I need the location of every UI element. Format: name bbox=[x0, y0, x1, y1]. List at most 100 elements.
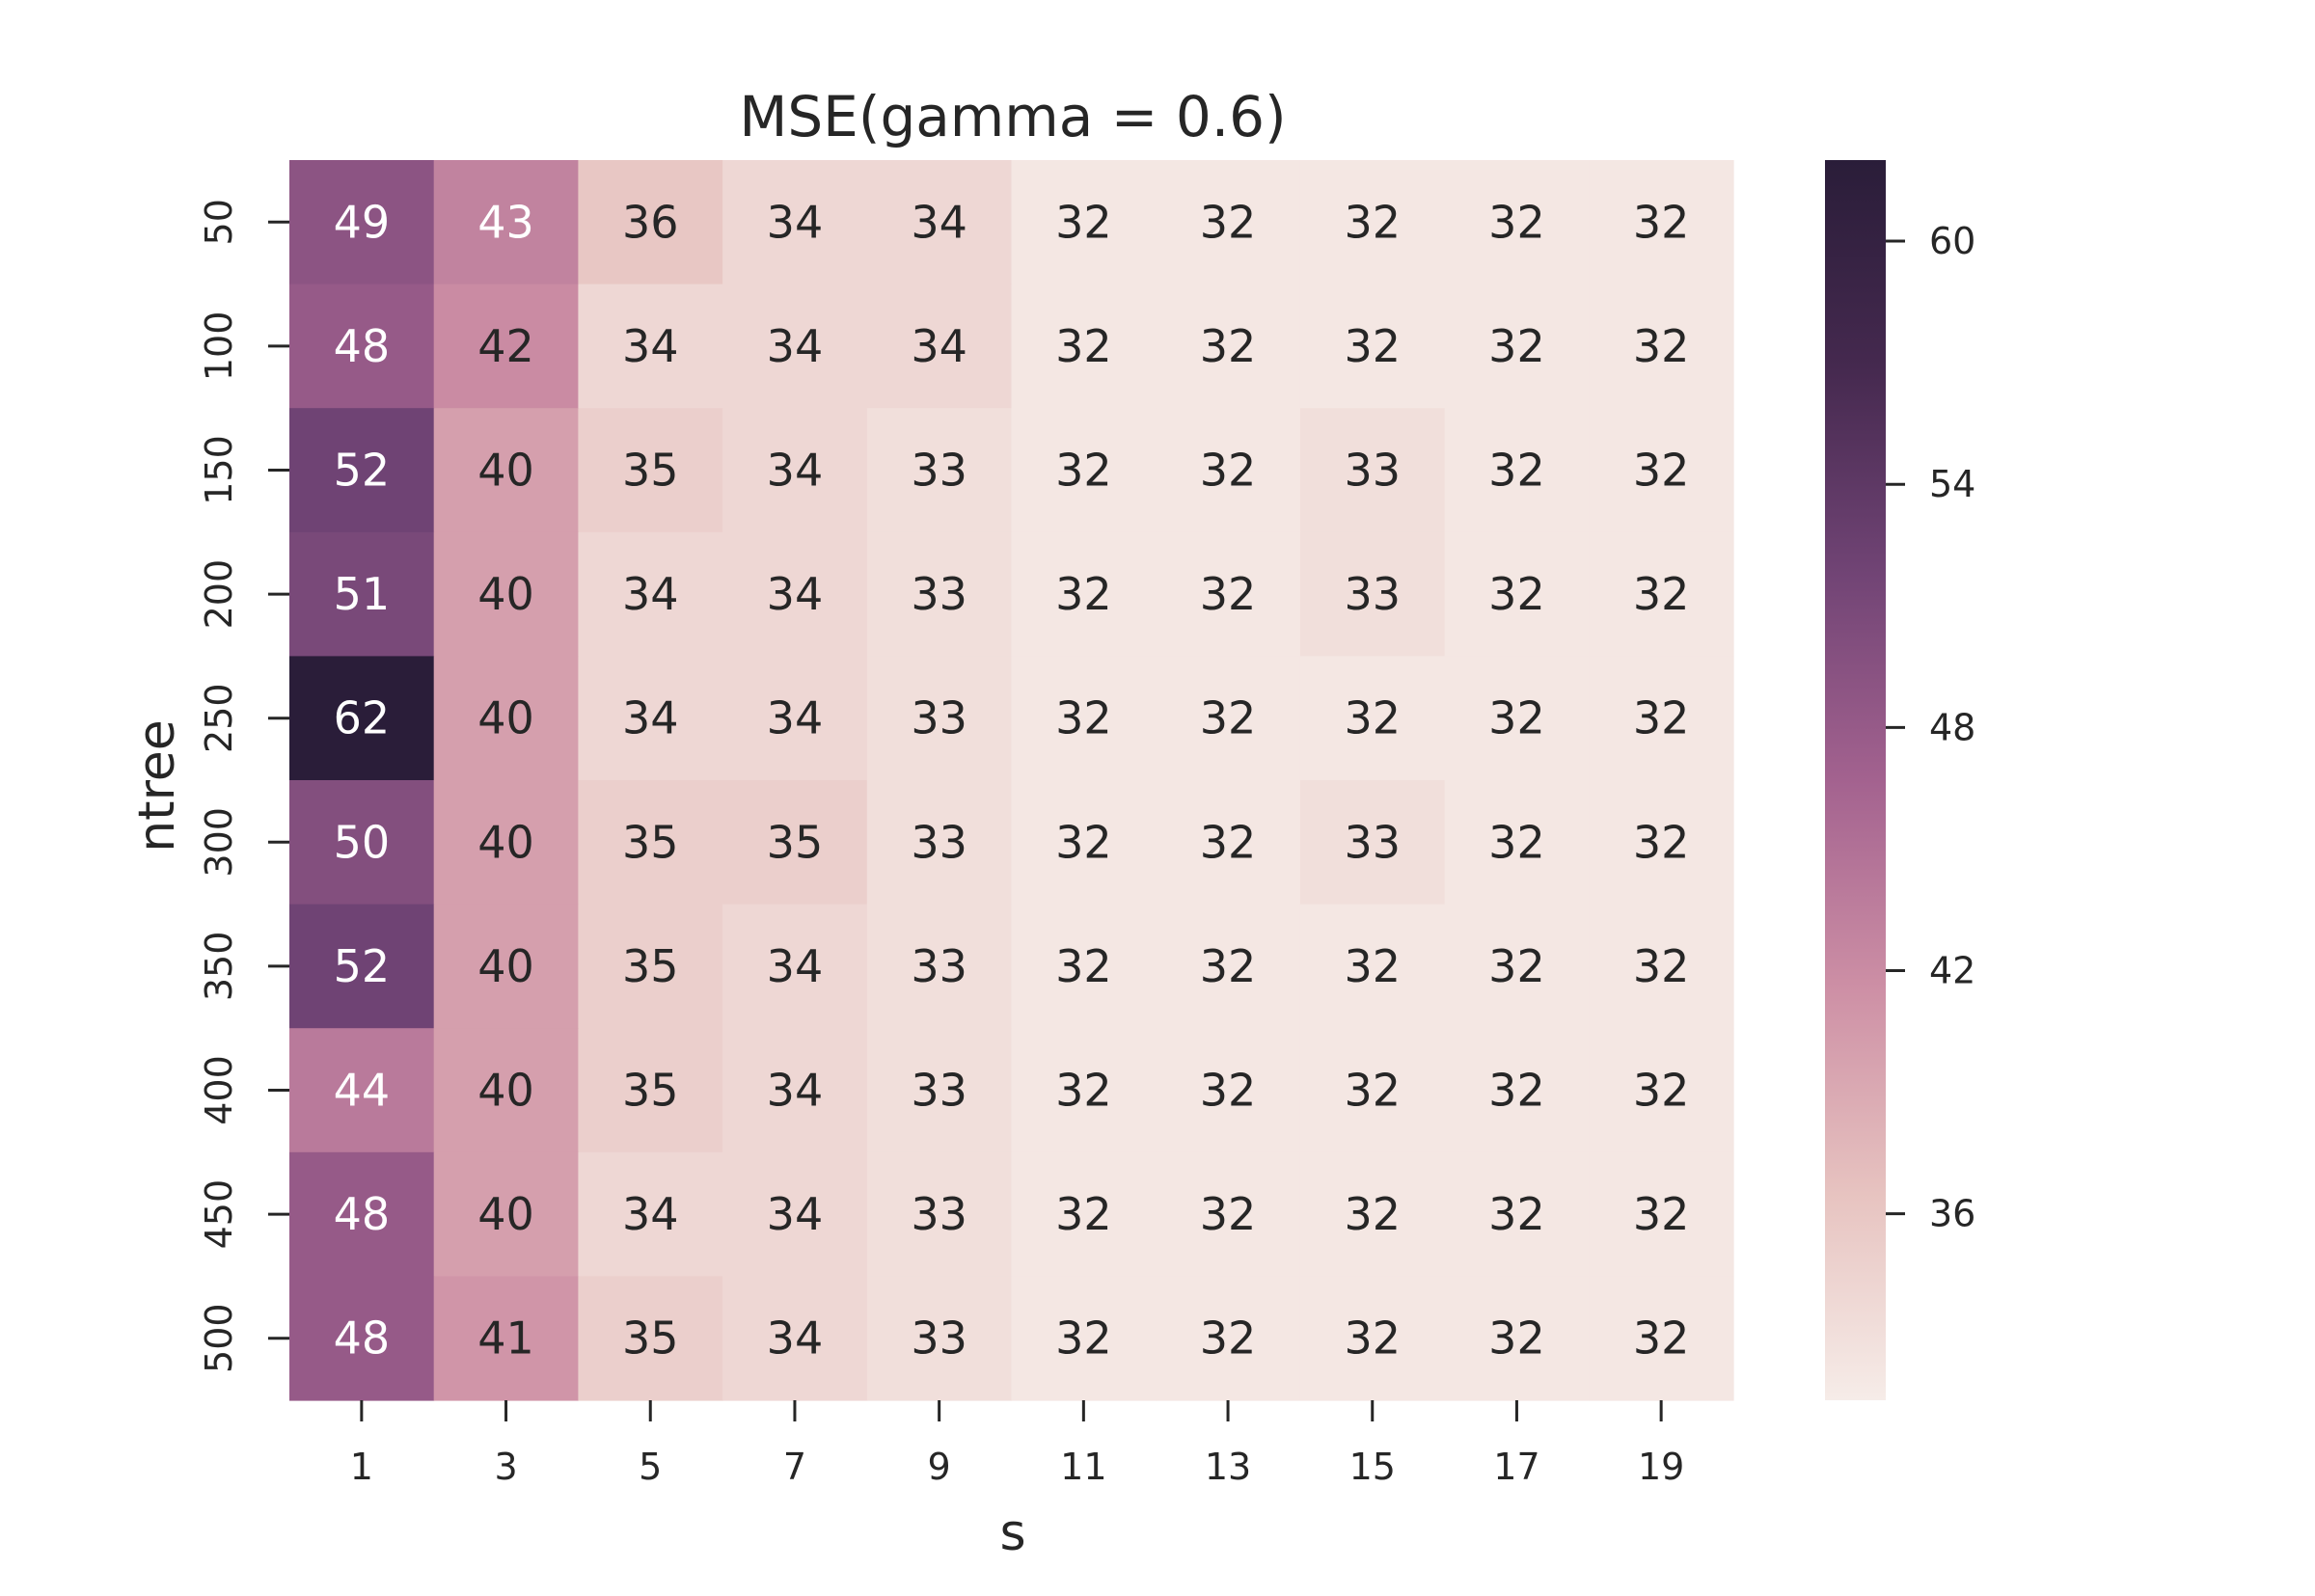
y-tick-label: 500 bbox=[198, 1303, 240, 1373]
cell-value-label: 32 bbox=[1633, 692, 1690, 744]
heatmap-cell bbox=[578, 531, 723, 657]
heatmap-cell bbox=[433, 1028, 579, 1153]
heatmap-cell bbox=[289, 284, 435, 409]
y-tick-label: 350 bbox=[198, 932, 240, 1002]
cell-value-label: 32 bbox=[1055, 320, 1112, 372]
heatmap-cell bbox=[1444, 656, 1590, 781]
heatmap-cell bbox=[722, 1276, 868, 1401]
heatmap-cell bbox=[1011, 160, 1157, 285]
x-tick-label: 9 bbox=[928, 1446, 951, 1488]
cell-value-label: 33 bbox=[1344, 445, 1401, 497]
heatmap-cell bbox=[1444, 780, 1590, 906]
heatmap-cell bbox=[433, 904, 579, 1029]
y-tick-label: 200 bbox=[198, 559, 240, 630]
heatmap-cell bbox=[1011, 1028, 1157, 1153]
heatmap-cell bbox=[1299, 284, 1446, 409]
cell-value-label: 32 bbox=[1488, 692, 1545, 744]
heatmap-cell bbox=[866, 160, 1013, 285]
heatmap-cell bbox=[1156, 780, 1301, 906]
cell-value-label: 40 bbox=[477, 445, 534, 497]
heatmap-cell bbox=[866, 1151, 1013, 1277]
cell-value-label: 32 bbox=[1344, 1188, 1401, 1240]
cell-value-label: 32 bbox=[1055, 940, 1112, 992]
cell-value-label: 40 bbox=[477, 816, 534, 868]
cell-value-label: 32 bbox=[1200, 320, 1257, 372]
cell-value-label: 34 bbox=[767, 1312, 824, 1365]
cell-value-label: 34 bbox=[767, 1188, 824, 1240]
y-tick-label: 250 bbox=[198, 683, 240, 753]
heatmap-cell bbox=[1299, 1276, 1446, 1401]
heatmap-cell bbox=[289, 1276, 435, 1401]
cell-value-label: 33 bbox=[911, 816, 967, 868]
x-axis-label: s bbox=[999, 1504, 1025, 1562]
y-axis-label: ntree bbox=[128, 719, 186, 852]
cell-value-label: 33 bbox=[911, 1312, 967, 1365]
heatmap-cell bbox=[1156, 408, 1301, 533]
cell-value-label: 32 bbox=[1200, 568, 1257, 620]
heatmap-cell bbox=[433, 408, 579, 533]
heatmap-cell bbox=[1589, 284, 1734, 409]
colorbar-tick-label: 42 bbox=[1929, 950, 1975, 992]
x-tick-label: 13 bbox=[1205, 1446, 1251, 1488]
heatmap-cell bbox=[1589, 160, 1734, 285]
heatmap-cell bbox=[289, 780, 435, 906]
cell-value-label: 51 bbox=[334, 568, 391, 620]
heatmap-cell bbox=[1444, 160, 1590, 285]
cell-value-label: 32 bbox=[1344, 1065, 1401, 1117]
heatmap-cell bbox=[289, 160, 435, 285]
cell-value-label: 40 bbox=[477, 940, 534, 992]
cell-value-label: 32 bbox=[1200, 196, 1257, 248]
cell-value-label: 32 bbox=[1633, 445, 1690, 497]
cell-value-label: 33 bbox=[911, 940, 967, 992]
x-tick-label: 1 bbox=[350, 1446, 373, 1488]
cell-value-label: 32 bbox=[1633, 568, 1690, 620]
heatmap-cell bbox=[1011, 284, 1157, 409]
heatmap-cell bbox=[289, 408, 435, 533]
y-tick-label: 50 bbox=[198, 199, 240, 245]
colorbar-tick-label: 60 bbox=[1929, 220, 1975, 262]
heatmap-cell bbox=[1444, 1028, 1590, 1153]
heatmap-cell bbox=[866, 1028, 1013, 1153]
cell-value-label: 40 bbox=[477, 568, 534, 620]
cell-value-label: 40 bbox=[477, 1188, 534, 1240]
x-tick-label: 11 bbox=[1060, 1446, 1106, 1488]
heatmap-cell bbox=[1156, 1151, 1301, 1277]
heatmap-cell bbox=[1156, 160, 1301, 285]
cell-value-label: 32 bbox=[1055, 816, 1112, 868]
cell-value-label: 32 bbox=[1055, 568, 1112, 620]
heatmap-cell bbox=[578, 1151, 723, 1277]
cell-value-label: 41 bbox=[477, 1312, 534, 1365]
heatmap-cell bbox=[722, 1028, 868, 1153]
heatmap-cell bbox=[578, 904, 723, 1029]
heatmap-cell bbox=[1589, 1276, 1734, 1401]
x-tick-label: 5 bbox=[639, 1446, 662, 1488]
cell-value-label: 62 bbox=[334, 692, 391, 744]
y-axis: 50 100 150 200 250 300 350 400 450 500 bbox=[198, 199, 289, 1373]
cell-value-label: 35 bbox=[622, 445, 679, 497]
x-tick-label: 17 bbox=[1493, 1446, 1539, 1488]
heatmap-cell bbox=[722, 904, 868, 1029]
cell-value-label: 32 bbox=[1488, 1065, 1545, 1117]
heatmap-cell bbox=[1444, 1276, 1590, 1401]
heatmap-cell bbox=[578, 284, 723, 409]
cell-value-label: 40 bbox=[477, 692, 534, 744]
heatmap-cell bbox=[722, 160, 868, 285]
heatmap-cell bbox=[289, 904, 435, 1029]
cell-value-label: 32 bbox=[1633, 196, 1690, 248]
heatmap-cell bbox=[1156, 531, 1301, 657]
y-tick-label: 400 bbox=[198, 1055, 240, 1125]
cell-value-label: 52 bbox=[334, 445, 391, 497]
x-tick-label: 3 bbox=[494, 1446, 517, 1488]
heatmap-cell bbox=[289, 1028, 435, 1153]
cell-value-label: 35 bbox=[622, 816, 679, 868]
cell-value-label: 34 bbox=[767, 940, 824, 992]
heatmap-cell bbox=[433, 531, 579, 657]
colorbar-tick-label: 36 bbox=[1929, 1193, 1975, 1235]
cell-value-label: 32 bbox=[1488, 320, 1545, 372]
cell-value-label: 32 bbox=[1488, 1312, 1545, 1365]
cell-value-label: 35 bbox=[767, 816, 824, 868]
heatmap-cell bbox=[722, 656, 868, 781]
heatmap-cell bbox=[1589, 656, 1734, 781]
heatmap-cell bbox=[1299, 531, 1446, 657]
heatmap-cell bbox=[722, 531, 868, 657]
